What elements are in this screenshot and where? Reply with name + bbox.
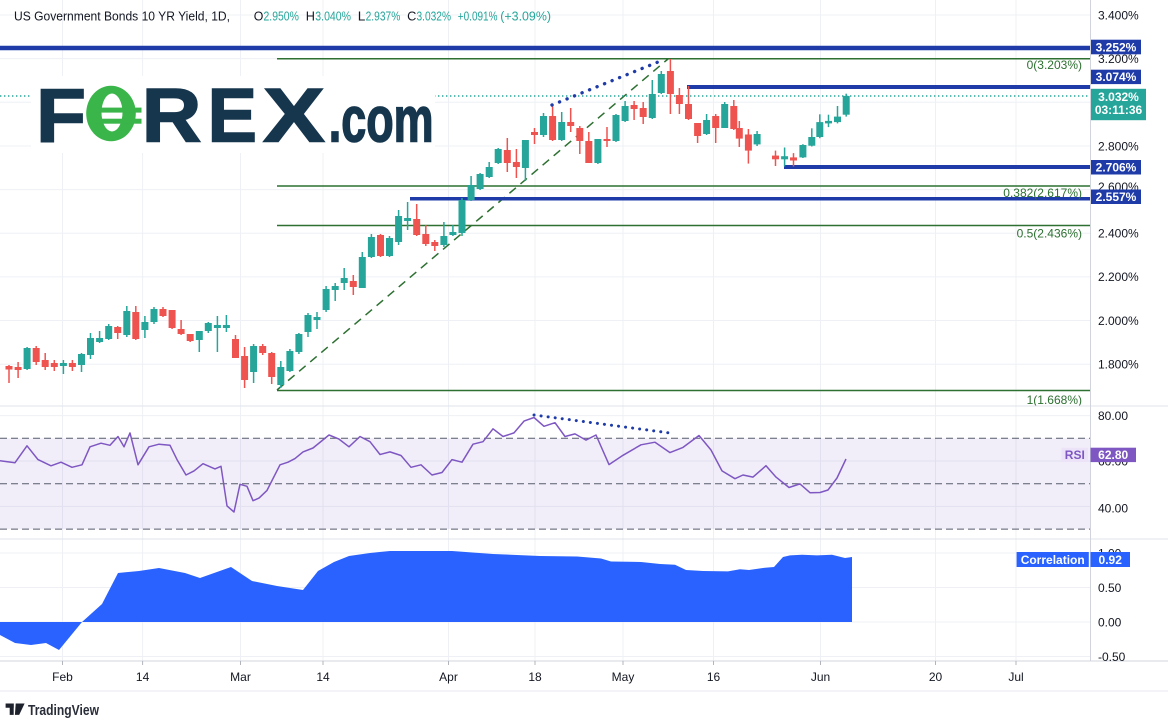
svg-text:C: C [407,10,416,24]
svg-text:Mar: Mar [230,670,251,684]
svg-text:03:11:36: 03:11:36 [1095,103,1143,117]
svg-text:2.706%: 2.706% [1096,161,1137,175]
svg-text:3.032%: 3.032% [1098,90,1139,104]
svg-text:(+3.09%): (+3.09%) [500,10,551,24]
svg-text:Correlation: Correlation [1021,553,1085,567]
svg-text:May: May [612,670,635,684]
svg-text:RSI: RSI [1065,448,1085,462]
svg-text:40.00: 40.00 [1098,501,1128,515]
svg-text:0.5(2.436%): 0.5(2.436%) [1017,226,1082,240]
svg-text:80.00: 80.00 [1098,409,1128,423]
svg-text:X: X [263,73,325,158]
svg-text:0.382(2.617%): 0.382(2.617%) [1003,186,1082,200]
svg-text:14: 14 [316,670,330,684]
svg-text:H: H [306,10,315,24]
svg-text:0.00: 0.00 [1098,615,1122,629]
svg-text:1.800%: 1.800% [1098,358,1139,372]
svg-text:Feb: Feb [52,670,73,684]
svg-text:Jun: Jun [811,670,830,684]
svg-text:TradingView: TradingView [28,702,99,719]
svg-text:3.252%: 3.252% [1096,40,1137,54]
svg-text:2.000%: 2.000% [1098,314,1139,328]
svg-text:2.557%: 2.557% [1096,190,1137,204]
svg-text:3.032%: 3.032% [417,10,452,24]
svg-text:Jul: Jul [1008,670,1023,684]
svg-text:18: 18 [528,670,542,684]
svg-text:+0.091%: +0.091% [458,10,498,24]
svg-text:2.400%: 2.400% [1098,227,1139,241]
svg-text:2.950%: 2.950% [264,10,299,24]
svg-text:F: F [36,73,86,158]
svg-text:0.50: 0.50 [1098,581,1122,595]
svg-text:US Government Bonds 10 YR Yiel: US Government Bonds 10 YR Yield, 1D, [14,9,230,24]
svg-text:R: R [142,73,202,158]
svg-text:3.400%: 3.400% [1098,8,1139,22]
svg-text:2.200%: 2.200% [1098,270,1139,284]
svg-text:62.80: 62.80 [1098,448,1128,462]
svg-text:.com: .com [329,83,434,155]
svg-text:2.937%: 2.937% [366,10,401,24]
svg-text:14: 14 [136,670,150,684]
svg-text:16: 16 [707,670,721,684]
svg-text:0.92: 0.92 [1099,553,1123,567]
svg-text:3.074%: 3.074% [1096,70,1137,84]
svg-text:3.040%: 3.040% [315,10,351,24]
svg-text:-0.50: -0.50 [1098,650,1126,664]
svg-text:O: O [254,10,264,24]
svg-text:2.800%: 2.800% [1098,139,1139,153]
svg-text:1(1.668%): 1(1.668%) [1027,393,1082,407]
svg-text:L: L [358,10,366,24]
svg-text:Apr: Apr [439,670,458,684]
svg-text:3.200%: 3.200% [1098,52,1139,66]
svg-text:E: E [208,73,257,158]
svg-text:20: 20 [929,670,943,684]
svg-text:0(3.203%): 0(3.203%) [1027,58,1082,72]
